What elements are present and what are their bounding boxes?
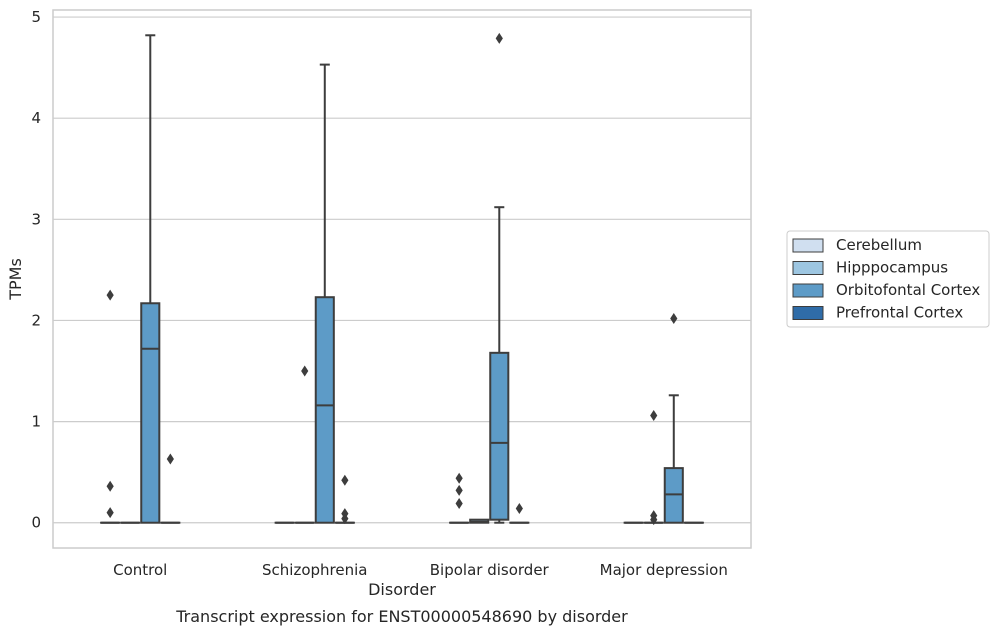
- x-tick-label: Bipolar disorder: [430, 561, 550, 579]
- box-element: [334, 474, 355, 525]
- y-tick-label: 1: [31, 413, 41, 431]
- outlier-point: [495, 32, 503, 44]
- legend-swatch: [792, 261, 824, 275]
- outlier-point: [341, 474, 349, 486]
- legend-swatch: [792, 306, 824, 320]
- legend-swatch: [792, 238, 824, 253]
- outlier-point: [455, 472, 463, 484]
- outlier-point: [166, 453, 174, 465]
- y-axis-title: TPMs: [6, 258, 25, 301]
- x-tick-label: Control: [113, 561, 167, 579]
- legend-label: Prefrontal Cortex: [836, 304, 963, 322]
- box-element: [509, 503, 530, 524]
- outlier-point: [455, 498, 463, 510]
- series-prefrontal-cortex: [160, 453, 704, 525]
- series-cerebellum: [100, 289, 644, 524]
- y-tick-label: 5: [31, 8, 41, 26]
- outlier-point: [106, 289, 114, 301]
- box-element: [314, 63, 335, 524]
- y-tick-label: 4: [31, 109, 41, 127]
- box-element: [100, 289, 121, 524]
- box-element: [140, 34, 161, 524]
- box-iqr: [140, 302, 161, 524]
- outlier-point: [515, 503, 523, 515]
- box-element: [489, 32, 510, 524]
- x-tick-label: Major depression: [600, 561, 728, 579]
- outlier-point: [455, 484, 463, 496]
- outlier-point: [106, 480, 114, 492]
- box-element: [294, 365, 315, 524]
- box-plot-series: [100, 32, 704, 526]
- outlier-point: [301, 365, 309, 377]
- legend-label: Hipppocampus: [836, 259, 948, 277]
- legend-swatch: [792, 283, 824, 298]
- outlier-point: [650, 510, 658, 522]
- x-axis-title: Disorder: [368, 580, 436, 599]
- x-tick-labels: Control Schizophrenia Bipolar disorder Majo…: [113, 561, 728, 579]
- y-tick-label: 0: [31, 514, 41, 532]
- plot-frame: [52, 9, 752, 549]
- box-element: [643, 410, 664, 526]
- box-iqr: [489, 351, 510, 521]
- legend: Cerebellum Hipppocampus Orbitofontal Corte…: [786, 230, 990, 328]
- box-element: [663, 312, 684, 524]
- legend-label: Cerebellum: [836, 236, 922, 254]
- outlier-point: [341, 508, 349, 520]
- series-orbitofontal-cortex: [140, 32, 684, 524]
- y-tick-label: 2: [31, 311, 41, 329]
- outlier-point: [670, 312, 678, 324]
- series-hipppocampus: [120, 365, 664, 526]
- box-iqr: [663, 467, 684, 524]
- box-iqr: [314, 296, 335, 524]
- box-element: [160, 453, 181, 524]
- box-element: [449, 472, 470, 524]
- outlier-point: [650, 410, 658, 422]
- chart-caption: Transcript expression for ENST0000054869…: [175, 607, 628, 626]
- legend-frame: [786, 230, 990, 328]
- x-tick-label: Schizophrenia: [262, 561, 367, 579]
- y-tick-label: 3: [31, 210, 41, 228]
- legend-label: Orbitofontal Cortex: [836, 281, 980, 299]
- y-tick-labels: 0 1 2 3 4 5: [31, 8, 41, 532]
- box-element: [469, 518, 490, 524]
- outlier-point: [106, 507, 114, 519]
